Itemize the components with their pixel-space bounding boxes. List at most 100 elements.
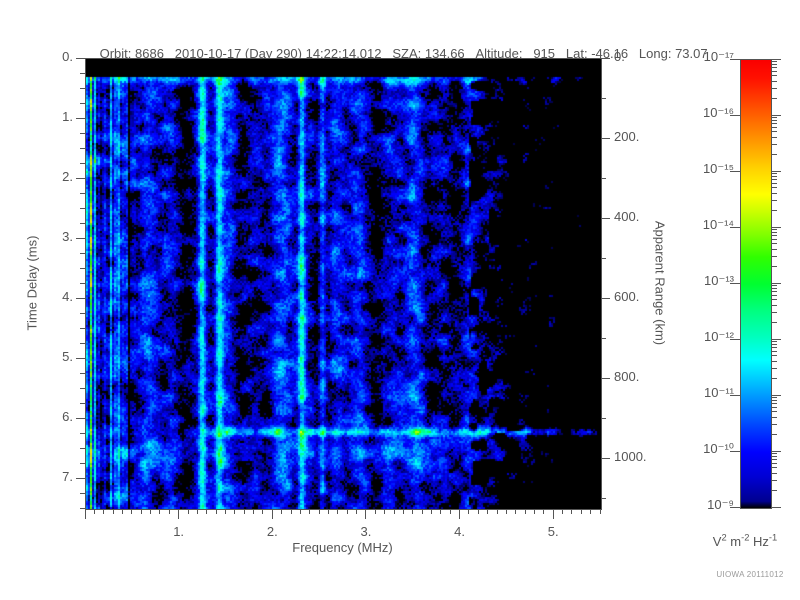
y-axis-right-tick <box>601 137 610 139</box>
x-axis-tick <box>196 509 198 514</box>
y-axis-left-tick-label: 0. <box>62 49 73 64</box>
y-axis-right-tick <box>601 417 606 419</box>
colorbar-minor-tick <box>771 403 777 405</box>
x-axis-tick <box>571 509 573 514</box>
x-axis-tick <box>215 509 217 514</box>
x-axis-tick <box>599 509 601 514</box>
x-axis-tick <box>459 509 461 519</box>
colorbar-minor-tick <box>771 255 777 257</box>
colorbar-minor-tick <box>771 70 777 72</box>
y-axis-left-tick <box>80 87 85 89</box>
y-axis-right-tick <box>601 97 606 99</box>
colorbar-unit-label: V2 m-2 Hz-1 <box>712 532 778 549</box>
y-axis-left-tick <box>80 402 85 404</box>
colorbar-minor-tick <box>771 489 777 491</box>
colorbar-minor-tick <box>771 399 777 401</box>
y-axis-right-tick-label: 800. <box>614 369 640 384</box>
y-axis-left-tick-label: 7. <box>62 469 73 484</box>
y-axis-left-tick <box>76 297 85 299</box>
y-axis-right-tick <box>601 497 606 499</box>
y-axis-left-tick-label: 2. <box>62 169 73 184</box>
colorbar-tick-label: 10⁻¹³ <box>704 273 734 288</box>
y-axis-right-tick-label: 1000. <box>614 449 647 464</box>
colorbar-tick-label: 10⁻¹¹ <box>704 385 734 400</box>
x-axis-tick <box>159 509 161 514</box>
y-axis-left-tick <box>80 207 85 209</box>
lat-value: -46.16 <box>591 46 629 61</box>
colorbar-major-tick <box>771 394 781 396</box>
colorbar-tick-label: 10⁻¹⁵ <box>702 161 734 176</box>
colorbar-minor-tick <box>771 355 777 357</box>
y-axis-left-tick <box>80 312 85 314</box>
colorbar-minor-tick <box>771 136 777 138</box>
colorbar-tick-label: 10⁻¹² <box>704 329 734 344</box>
x-axis-tick-label: 5. <box>547 524 559 539</box>
y-axis-right-tick <box>601 177 606 179</box>
colorbar-minor-tick <box>771 347 777 349</box>
y-axis-left-tick <box>80 192 85 194</box>
y-axis-right-tick <box>601 337 606 339</box>
colorbar-minor-tick <box>771 173 777 175</box>
colorbar-major-tick-left <box>730 450 740 452</box>
y-axis-left-tick <box>80 507 85 509</box>
x-axis-tick <box>178 509 180 519</box>
colorbar-minor-tick <box>771 179 777 181</box>
colorbar-major-tick <box>771 450 781 452</box>
colorbar-minor-tick <box>771 360 777 362</box>
y-axis-left-tick <box>80 492 85 494</box>
y-axis-left-tick <box>80 72 85 74</box>
y-axis-right-tick <box>601 57 610 59</box>
x-axis-tick <box>224 509 226 514</box>
colorbar-minor-tick <box>771 467 777 469</box>
x-axis-tick <box>552 509 554 519</box>
y-axis-right-tick <box>601 377 610 379</box>
colorbar-minor-tick <box>771 311 777 313</box>
x-axis-tick <box>299 509 301 514</box>
colorbar-minor-tick <box>771 406 777 408</box>
y-axis-left-tick <box>80 432 85 434</box>
altitude-label: Altitude: <box>475 46 523 61</box>
x-axis-tick <box>281 509 283 514</box>
colorbar-minor-tick <box>771 423 777 425</box>
x-axis-tick <box>430 509 432 514</box>
y-axis-left-tick-label: 6. <box>62 409 73 424</box>
colorbar-major-tick <box>771 58 781 60</box>
x-axis-tick <box>590 509 592 514</box>
colorbar-minor-tick <box>771 479 777 481</box>
colorbar-minor-tick <box>771 304 777 306</box>
colorbar-minor-tick <box>771 462 777 464</box>
x-axis-tick <box>543 509 545 514</box>
colorbar-major-tick <box>771 506 781 508</box>
colorbar-minor-tick <box>771 126 777 128</box>
x-axis-tick <box>496 509 498 514</box>
x-axis-tick <box>384 509 386 514</box>
colorbar-minor-tick <box>771 367 777 369</box>
colorbar-tick-label: 10⁻⁹ <box>707 497 734 512</box>
colorbar-major-tick-left <box>730 170 740 172</box>
y-axis-left-tick <box>80 282 85 284</box>
x-axis-tick-label: 3. <box>360 524 372 539</box>
spectrogram-canvas <box>86 59 601 509</box>
x-axis-tick <box>449 509 451 514</box>
colorbar-minor-tick <box>771 67 777 69</box>
x-axis-tick <box>487 509 489 514</box>
x-axis-tick <box>121 509 123 514</box>
long-label: Long: <box>638 46 672 61</box>
y-axis-left-tick-label: 5. <box>62 349 73 364</box>
datetime-value: 2010-10-17 (Day 290) 14:22:14.012 <box>174 46 382 61</box>
y-axis-left-tick <box>80 387 85 389</box>
x-axis-tick <box>168 509 170 514</box>
ionogram-spectrogram <box>85 58 602 510</box>
y-axis-left-tick <box>80 162 85 164</box>
colorbar-major-tick <box>771 170 781 172</box>
x-axis-tick <box>103 509 105 514</box>
x-axis-tick <box>309 509 311 514</box>
colorbar-minor-tick <box>771 63 777 65</box>
colorbar-minor-tick <box>771 243 777 245</box>
x-axis-tick <box>112 509 114 514</box>
colorbar-minor-tick <box>771 117 777 119</box>
orbit-label: Orbit: <box>99 46 132 61</box>
x-axis-tick <box>533 509 535 514</box>
colorbar-minor-tick <box>771 459 777 461</box>
y-axis-left-tick <box>80 267 85 269</box>
